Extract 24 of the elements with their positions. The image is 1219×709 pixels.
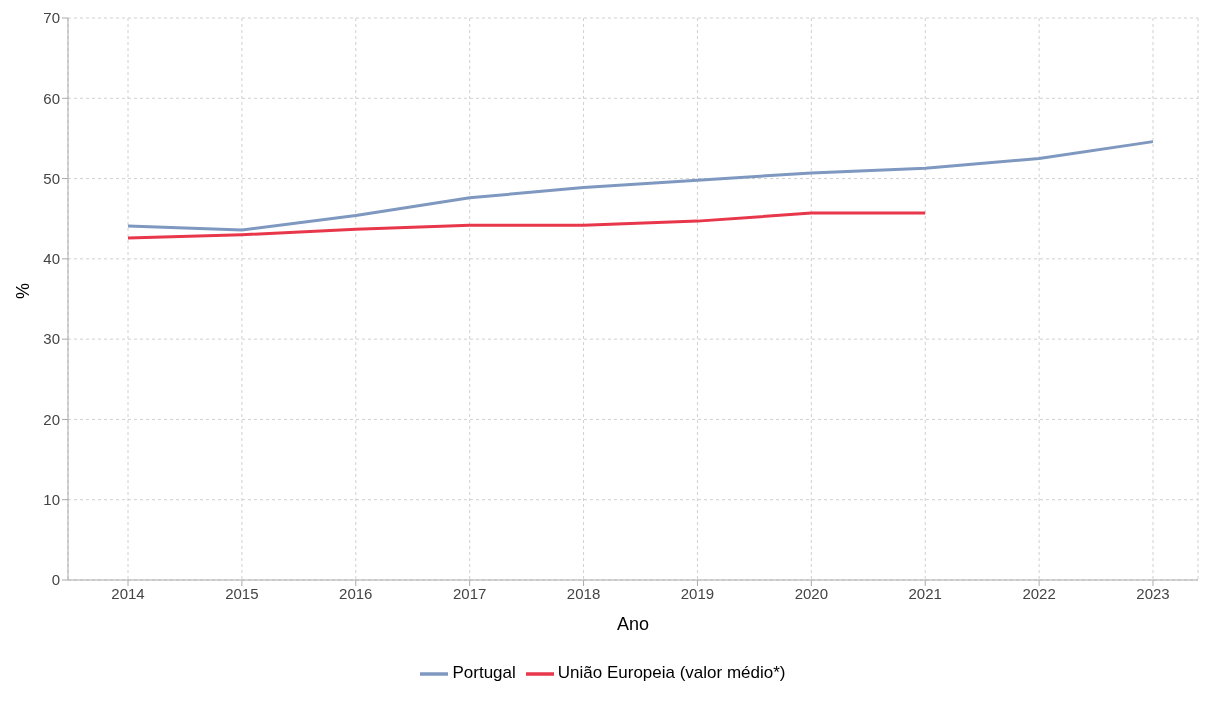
x-tick-label: 2014	[111, 584, 145, 602]
x-tick-label: 2016	[339, 584, 373, 602]
y-tick-label: 30	[43, 330, 60, 348]
y-tick-label: 60	[43, 89, 60, 107]
x-tick-label: 2018	[566, 584, 601, 602]
x-tick-label: 2022	[1022, 584, 1056, 602]
y-tick-label: 50	[43, 169, 60, 187]
x-tick-label: 2015	[225, 584, 259, 602]
x-axis-title: Ano	[616, 614, 650, 634]
x-tick-label: 2017	[452, 584, 487, 602]
line-series	[126, 211, 927, 240]
x-tick-label: 2023	[1136, 584, 1170, 602]
x-tick-label: 2020	[794, 584, 829, 602]
line-series	[126, 140, 1155, 232]
y-axis-title: %	[13, 282, 34, 299]
y-tick-label: 40	[43, 250, 60, 268]
x-tick-label: 2019	[680, 584, 715, 602]
y-tick-label: 0	[51, 571, 60, 589]
x-tick-label: 2021	[908, 584, 942, 602]
y-tick-label: 10	[43, 491, 60, 509]
y-tick-label: 20	[43, 410, 60, 428]
y-tick-label: 70	[43, 9, 60, 27]
legend-label: Portugal	[452, 663, 516, 683]
legend-label: União Europeia (valor médio*)	[557, 663, 786, 683]
